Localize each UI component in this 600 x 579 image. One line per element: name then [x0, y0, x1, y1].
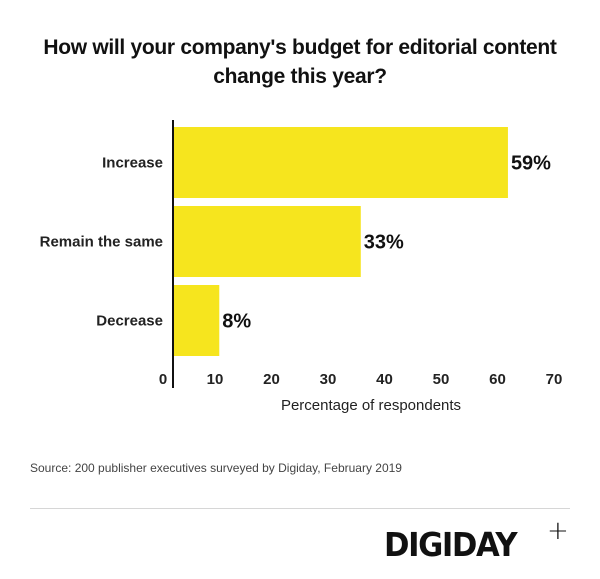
bar-chart: 59% 33% 8% Increase Remain the same Decrease… [40, 120, 563, 414]
chart-title: How will your company's budget for edito… [43, 36, 557, 88]
bar-remain-the-same [174, 206, 361, 277]
source-note: Source: 200 publisher executives surveye… [30, 461, 402, 475]
x-tick-label: 20 [263, 371, 280, 388]
category-label: Remain the same [40, 234, 163, 251]
bar-decrease [174, 285, 220, 356]
x-tick-label: 60 [489, 371, 506, 388]
x-tick-label: 10 [207, 371, 224, 388]
divider [30, 508, 570, 509]
category-label: Increase [102, 155, 163, 172]
digiday-logo: DIGIDAY [384, 525, 518, 564]
x-tick-label: 70 [546, 371, 563, 388]
data-label: 8% [222, 311, 251, 333]
bar-increase [174, 127, 508, 198]
data-label: 33% [364, 232, 404, 254]
x-tick-label: 50 [433, 371, 450, 388]
x-tick-label: 40 [376, 371, 393, 388]
x-tick-label: 0 [159, 371, 167, 388]
data-label: 59% [511, 153, 551, 175]
category-label: Decrease [96, 313, 163, 330]
x-axis-label: Percentage of respondents [281, 397, 461, 414]
x-tick-label: 30 [320, 371, 337, 388]
logo-plus-icon: + [547, 516, 569, 546]
